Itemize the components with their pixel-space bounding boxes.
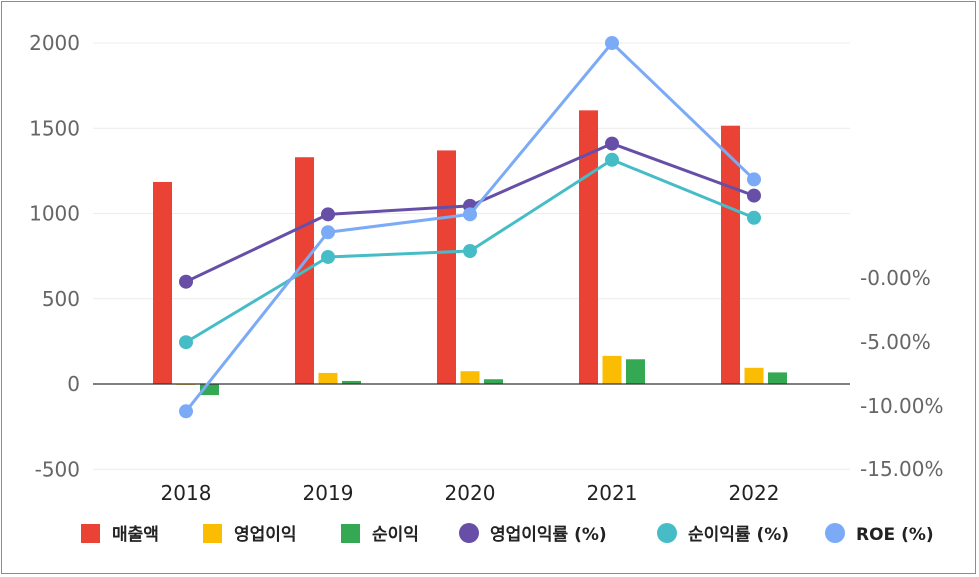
left-tick-label: 1500	[29, 116, 80, 140]
legend-swatch	[203, 524, 222, 543]
legend-swatch	[341, 524, 360, 543]
legend-label: 영업이익률 (%)	[490, 525, 607, 545]
x-tick-label: 2022	[729, 481, 780, 505]
legend: 매출액 영업이익 순이익 영업이익률 (%) 순이익률 (%) ROE (%)	[81, 523, 934, 545]
series-point	[747, 172, 761, 187]
series-point	[321, 207, 335, 222]
series-point	[747, 188, 761, 203]
legend-label: 영업이익	[234, 525, 297, 545]
left-tick-label: 2000	[29, 31, 80, 55]
legend-label: 순이익	[372, 525, 419, 545]
x-axis-ticks: 2018 2019 2020 2021 2022	[161, 481, 780, 505]
right-tick-label: -15.00%	[860, 457, 943, 481]
x-tick-label: 2020	[445, 481, 496, 505]
legend-swatch	[81, 524, 100, 543]
left-tick-label: -500	[35, 457, 80, 481]
bar	[744, 367, 764, 384]
line-series	[179, 36, 761, 419]
legend-swatch	[459, 523, 479, 543]
series-point	[605, 36, 619, 50]
series-point	[605, 152, 619, 167]
series-point	[179, 274, 193, 289]
legend-swatch	[657, 523, 677, 543]
legend-label: 매출액	[112, 525, 159, 545]
series-line	[184, 41, 756, 413]
bar	[200, 384, 219, 396]
series-point	[179, 404, 193, 419]
left-axis-ticks: 2000 1500 1000 500 0 -500	[29, 31, 80, 481]
right-tick-label: -0.00%	[860, 266, 931, 290]
bar	[342, 380, 361, 384]
legend-label: ROE (%)	[856, 525, 934, 545]
x-tick-label: 2018	[161, 481, 212, 505]
right-tick-label: -5.00%	[860, 330, 931, 354]
series-point	[179, 335, 193, 350]
bar	[626, 359, 645, 384]
left-tick-label: 1000	[29, 202, 80, 226]
series-point	[321, 249, 335, 264]
x-tick-label: 2019	[303, 481, 354, 505]
bar	[484, 379, 503, 384]
bar	[437, 150, 456, 384]
right-tick-label: -10.00%	[860, 394, 943, 418]
bar	[318, 372, 338, 384]
bar	[768, 372, 787, 384]
series-point	[463, 244, 477, 259]
bar	[602, 355, 622, 384]
right-axis-ticks: -0.00% -5.00% -10.00% -15.00%	[860, 266, 943, 481]
left-tick-label: 0	[67, 372, 80, 396]
legend-swatch	[825, 523, 845, 543]
bar	[460, 371, 480, 384]
series-point	[321, 225, 335, 240]
series-point	[747, 210, 761, 225]
legend-label: 순이익률 (%)	[688, 525, 789, 545]
x-tick-label: 2021	[587, 481, 638, 505]
series-point	[463, 207, 477, 222]
bar	[153, 181, 172, 384]
series-point	[605, 136, 619, 151]
left-tick-label: 500	[42, 287, 80, 311]
